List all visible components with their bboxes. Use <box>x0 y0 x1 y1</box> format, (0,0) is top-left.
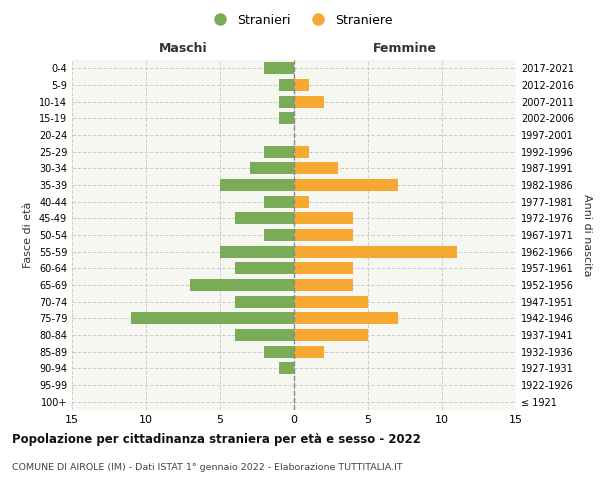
Bar <box>131 312 294 324</box>
Bar <box>265 196 294 207</box>
Bar <box>279 79 294 91</box>
Bar <box>190 279 294 291</box>
Bar <box>294 212 353 224</box>
Legend: Stranieri, Straniere: Stranieri, Straniere <box>202 8 398 32</box>
Bar <box>294 96 323 108</box>
Text: Maschi: Maschi <box>158 42 208 55</box>
Text: Popolazione per cittadinanza straniera per età e sesso - 2022: Popolazione per cittadinanza straniera p… <box>12 432 421 446</box>
Bar <box>294 79 309 91</box>
Bar <box>265 146 294 158</box>
Bar <box>294 179 398 191</box>
Bar <box>250 162 294 174</box>
Bar <box>279 112 294 124</box>
Bar <box>279 362 294 374</box>
Bar <box>235 262 294 274</box>
Bar <box>294 296 368 308</box>
Bar <box>265 229 294 241</box>
Bar <box>265 62 294 74</box>
Bar <box>220 179 294 191</box>
Text: COMUNE DI AIROLE (IM) - Dati ISTAT 1° gennaio 2022 - Elaborazione TUTTITALIA.IT: COMUNE DI AIROLE (IM) - Dati ISTAT 1° ge… <box>12 462 403 471</box>
Y-axis label: Fasce di età: Fasce di età <box>23 202 33 268</box>
Bar <box>294 229 353 241</box>
Bar <box>294 146 309 158</box>
Bar <box>265 346 294 358</box>
Bar <box>220 246 294 258</box>
Bar <box>235 296 294 308</box>
Y-axis label: Anni di nascita: Anni di nascita <box>582 194 592 276</box>
Bar <box>294 262 353 274</box>
Text: Femmine: Femmine <box>373 42 437 55</box>
Bar <box>294 346 323 358</box>
Bar <box>294 329 368 341</box>
Bar <box>294 279 353 291</box>
Bar <box>235 212 294 224</box>
Bar <box>294 162 338 174</box>
Bar <box>235 329 294 341</box>
Bar <box>294 246 457 258</box>
Bar <box>279 96 294 108</box>
Bar <box>294 196 309 207</box>
Bar <box>294 312 398 324</box>
